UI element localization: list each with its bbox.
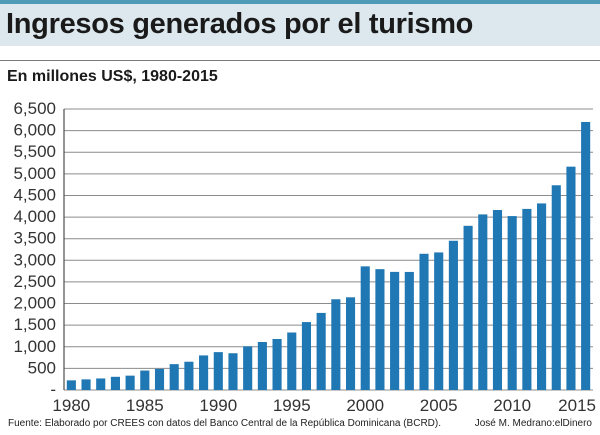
svg-text:1,500: 1,500: [13, 315, 56, 334]
svg-text:1990: 1990: [199, 396, 237, 415]
svg-text:2015: 2015: [558, 396, 596, 415]
svg-text:2000: 2000: [346, 396, 384, 415]
svg-text:4,500: 4,500: [13, 185, 56, 204]
svg-text:500: 500: [28, 358, 56, 377]
svg-text:2010: 2010: [493, 396, 531, 415]
svg-text:6,000: 6,000: [13, 121, 56, 140]
svg-text:6,500: 6,500: [13, 99, 56, 118]
svg-text:3,000: 3,000: [13, 250, 56, 269]
svg-text:2,500: 2,500: [13, 272, 56, 291]
svg-text:3,500: 3,500: [13, 229, 56, 248]
svg-text:1985: 1985: [126, 396, 164, 415]
svg-text:2005: 2005: [420, 396, 458, 415]
svg-text:1995: 1995: [273, 396, 311, 415]
svg-text:5,500: 5,500: [13, 142, 56, 161]
svg-text:1980: 1980: [52, 396, 90, 415]
svg-text:2,000: 2,000: [13, 294, 56, 313]
svg-text:1,000: 1,000: [13, 337, 56, 356]
svg-text:5,000: 5,000: [13, 164, 56, 183]
svg-text:4,000: 4,000: [13, 207, 56, 226]
